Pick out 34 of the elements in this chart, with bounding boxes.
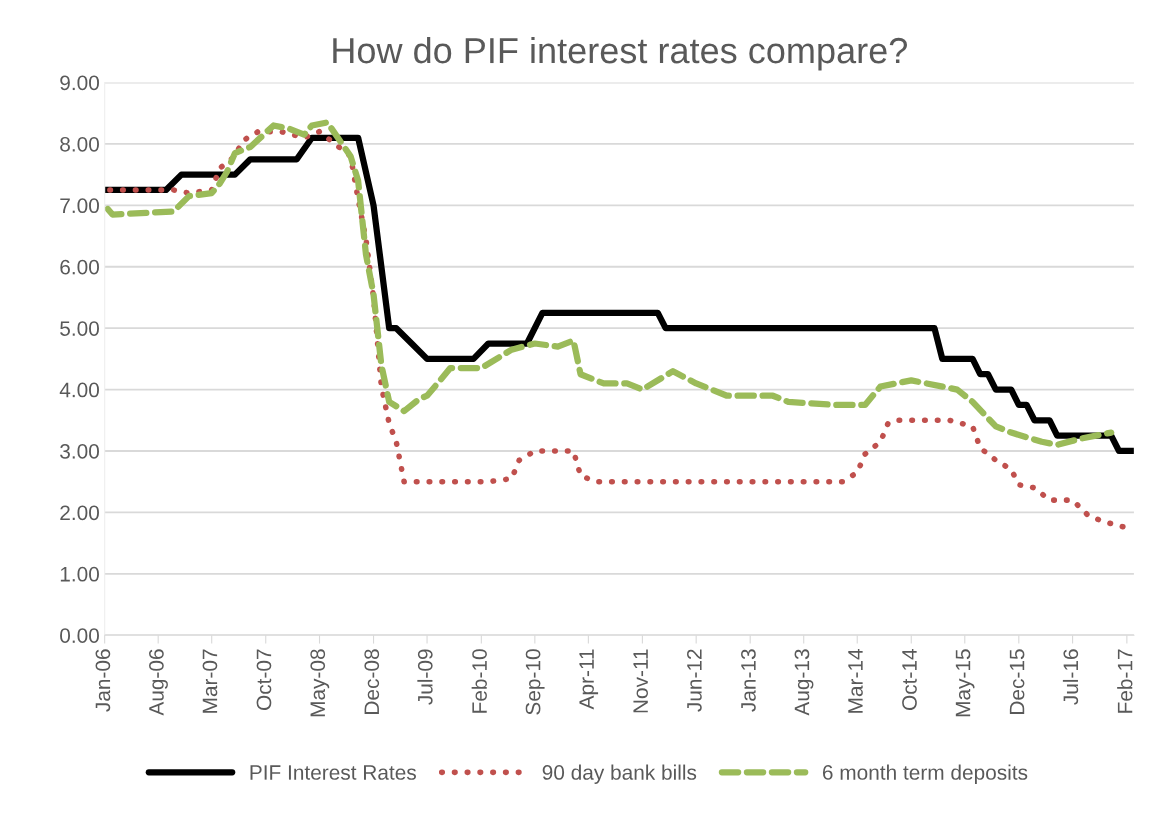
y-tick-label: 6.00 [60, 259, 99, 275]
y-tick-label: 9.00 [60, 75, 99, 91]
legend-label: 6 month term deposits [822, 764, 1028, 784]
y-tick-label: 4.00 [59, 382, 99, 398]
x-tick-label: Mar-07 [202, 649, 218, 713]
x-tick-label: Jul-09 [417, 649, 433, 705]
y-tick-label: 5.00 [60, 321, 99, 336]
y-tick-label: 3.00 [60, 444, 99, 459]
x-tick-label: Nov-11 [633, 649, 648, 713]
x-tick-label: Sep-10 [525, 649, 545, 715]
x-tick-label: May-15 [955, 649, 975, 717]
x-tick-label: Aug-06 [149, 649, 168, 716]
x-tick-label: May-08 [310, 649, 330, 717]
y-tick-label: 7.00 [60, 198, 99, 214]
x-tick-label: Dec-08 [364, 649, 380, 714]
x-tick-label: Jan-13 [741, 649, 756, 712]
legend-label: 90 day bank bills [542, 764, 697, 784]
x-tick-label: Aug-13 [794, 649, 814, 716]
x-tick-label: Oct-07 [256, 649, 272, 710]
x-tick-label: Jan-06 [95, 649, 111, 712]
legend-label: PIF Interest Rates [250, 765, 416, 780]
x-tick-label: Feb-10 [471, 649, 487, 713]
x-tick-label: Apr-11 [579, 649, 599, 710]
chart-title: How do PIF interest rates compare? [333, 36, 907, 71]
x-tick-label: Oct-14 [902, 649, 917, 710]
x-tick-label: Feb-17 [1117, 649, 1133, 713]
x-tick-label: Mar-14 [848, 649, 863, 713]
y-tick-label: 8.00 [60, 136, 99, 152]
y-tick-label: 2.00 [60, 505, 99, 521]
x-tick-label: Dec-15 [1009, 649, 1025, 714]
x-tick-label: Jun-12 [687, 649, 702, 712]
y-tick-label: 0.00 [60, 628, 99, 643]
x-tick-label: Jul-16 [1062, 649, 1079, 705]
y-tick-label: 1.00 [60, 566, 99, 582]
